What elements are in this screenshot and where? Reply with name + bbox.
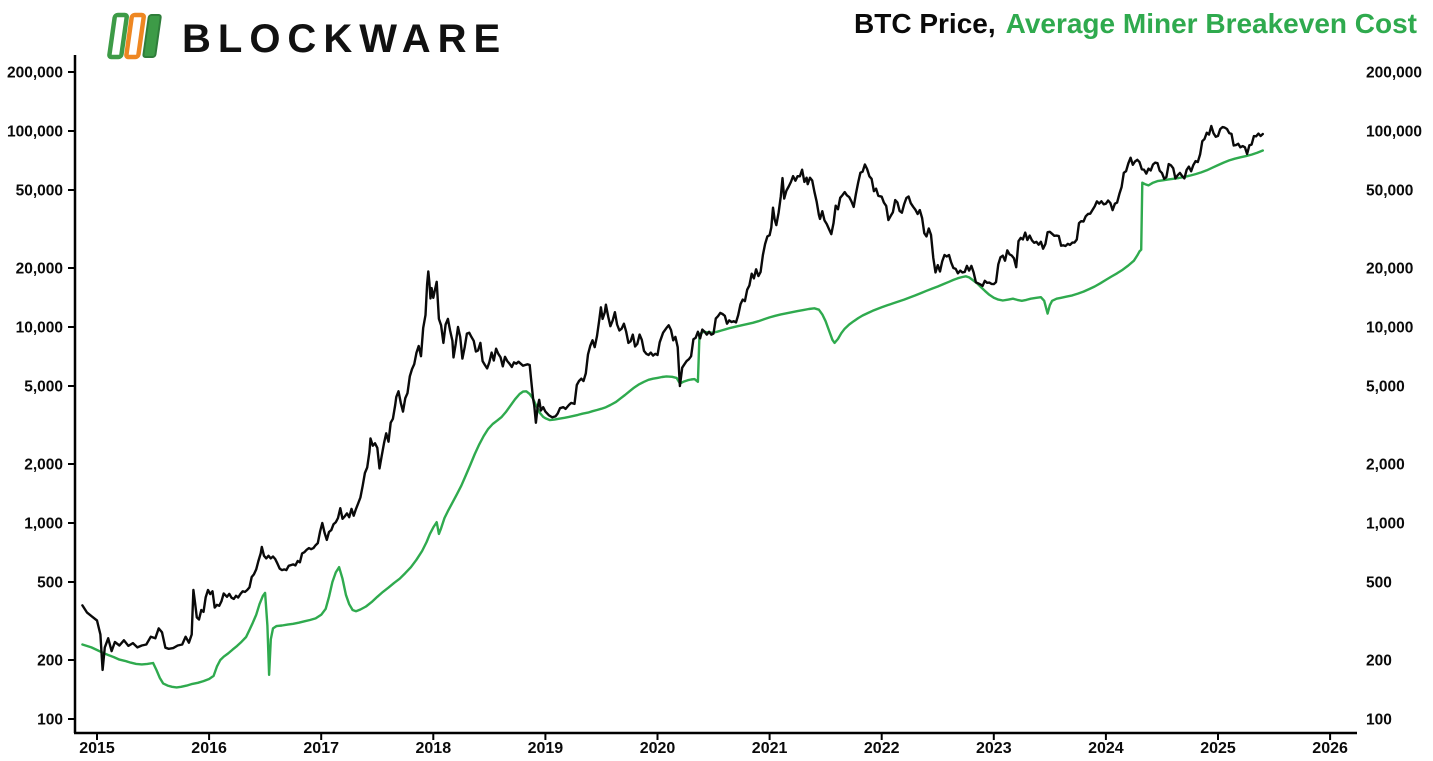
svg-text:500: 500 <box>1366 575 1392 592</box>
blockware-logo: BLOCKWARE <box>104 8 507 69</box>
svg-text:2023: 2023 <box>976 740 1012 757</box>
svg-text:2026: 2026 <box>1312 740 1348 757</box>
miner-breakeven-line <box>81 149 1265 689</box>
svg-text:20,000: 20,000 <box>1366 260 1413 277</box>
svg-text:2024: 2024 <box>1088 740 1124 757</box>
svg-text:5,000: 5,000 <box>1366 379 1405 396</box>
chart-title-miner-breakeven: Average Miner Breakeven Cost <box>1005 8 1417 39</box>
svg-text:2025: 2025 <box>1200 740 1236 757</box>
svg-text:2017: 2017 <box>303 740 339 757</box>
svg-text:1,000: 1,000 <box>1366 516 1405 533</box>
svg-text:200: 200 <box>1366 652 1392 669</box>
blockware-logo-text: BLOCKWARE <box>182 16 508 61</box>
axes: 100 100 200 200 500 500 1,000 1,000 2,000 2,000 5,… <box>7 55 1422 757</box>
svg-text:200: 200 <box>37 652 63 669</box>
chart-title: BTC Price, Average Miner Breakeven Cost <box>854 8 1417 40</box>
svg-text:2020: 2020 <box>640 740 676 757</box>
svg-text:5,000: 5,000 <box>24 379 63 396</box>
svg-text:10,000: 10,000 <box>1366 320 1413 337</box>
svg-text:10,000: 10,000 <box>16 320 63 337</box>
btc-price-line <box>81 124 1265 672</box>
svg-text:2,000: 2,000 <box>1366 456 1405 473</box>
blockware-logo-icon <box>104 8 166 69</box>
svg-text:100: 100 <box>1366 712 1392 729</box>
svg-text:2016: 2016 <box>191 740 227 757</box>
svg-text:2022: 2022 <box>864 740 900 757</box>
y-axis-labels: 100 100 200 200 500 500 1,000 1,000 2,000 2,000 5,… <box>7 64 1422 728</box>
svg-text:50,000: 50,000 <box>16 183 63 200</box>
svg-text:20,000: 20,000 <box>16 260 63 277</box>
svg-text:100,000: 100,000 <box>7 124 63 141</box>
svg-text:100: 100 <box>37 712 63 729</box>
svg-text:200,000: 200,000 <box>1366 64 1422 81</box>
svg-text:200,000: 200,000 <box>7 64 63 81</box>
svg-text:2015: 2015 <box>79 740 115 757</box>
x-axis-labels: 2015 2016 2017 2018 2019 2020 2021 2022 2023 2024… <box>79 733 1348 757</box>
svg-text:1,000: 1,000 <box>24 516 63 533</box>
svg-text:2,000: 2,000 <box>24 456 63 473</box>
svg-text:500: 500 <box>37 575 63 592</box>
svg-text:2021: 2021 <box>752 740 788 757</box>
svg-text:50,000: 50,000 <box>1366 183 1413 200</box>
chart-title-btc-price: BTC Price, <box>854 8 996 39</box>
svg-text:2019: 2019 <box>528 740 564 757</box>
svg-text:2018: 2018 <box>416 740 452 757</box>
svg-text:100,000: 100,000 <box>1366 124 1422 141</box>
